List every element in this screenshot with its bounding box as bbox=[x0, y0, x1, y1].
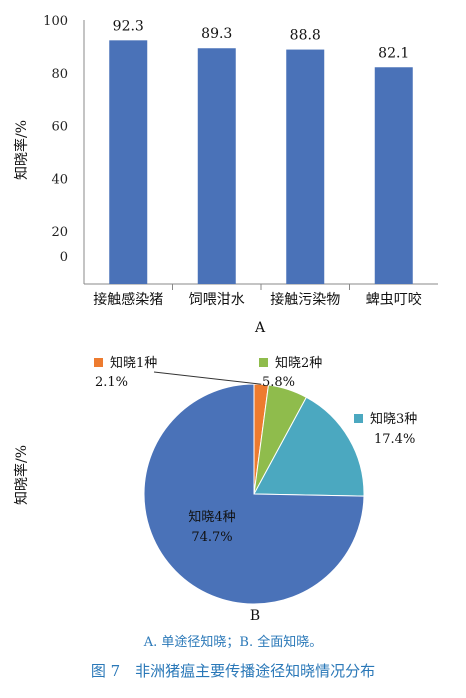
y-tick-label: 40 bbox=[51, 172, 68, 187]
slice-percent-label: 2.1% bbox=[95, 375, 128, 390]
x-category-label: 接触感染猪 bbox=[93, 291, 163, 308]
slice-percent-label: 5.8% bbox=[262, 375, 295, 390]
bar bbox=[286, 49, 325, 285]
bar bbox=[109, 40, 148, 284]
bar-value-label: 92.3 bbox=[113, 18, 144, 34]
panel-label-b: B bbox=[250, 608, 260, 624]
y-tick-label: 60 bbox=[51, 120, 68, 135]
legend-swatch bbox=[94, 358, 103, 367]
x-category-label: 蜱虫叮咬 bbox=[366, 291, 422, 308]
legend-swatch bbox=[259, 358, 268, 367]
panel-label-a: A bbox=[254, 320, 266, 336]
legend-label: 知晓1种 bbox=[110, 355, 157, 371]
figure-note: A. 单途径知晓；B. 全面知晓。 bbox=[143, 635, 323, 650]
legend-label: 知晓4种 bbox=[188, 509, 235, 525]
bar-y-axis-label: 知晓率/% bbox=[13, 120, 30, 180]
y-tick-label: 0 bbox=[60, 250, 68, 265]
slice-percent-label: 74.7% bbox=[191, 530, 232, 545]
bar-value-label: 89.3 bbox=[201, 26, 232, 42]
y-tick-label: 20 bbox=[51, 225, 68, 240]
figure-caption: 图 7 非洲猪瘟主要传播途径知晓情况分布 bbox=[90, 662, 376, 680]
y-tick-label: 80 bbox=[51, 67, 68, 82]
bar bbox=[197, 48, 236, 284]
x-category-label: 接触污染物 bbox=[270, 291, 340, 308]
pie-slice bbox=[253, 396, 365, 497]
bar-value-label: 88.8 bbox=[290, 28, 321, 44]
slice-percent-label: 17.4% bbox=[374, 432, 415, 447]
bar bbox=[374, 67, 413, 284]
leader-line bbox=[153, 371, 262, 385]
bar-chart: 0 20 40 60 80 100 92.3 接触感染猪 89.3 饲喂泔水 88.8 接触污染物 8… bbox=[13, 14, 438, 336]
pie-y-axis-label: 知晓率/% bbox=[13, 445, 30, 505]
legend-label: 知晓2种 bbox=[275, 355, 322, 371]
y-tick-label: 100 bbox=[43, 14, 68, 29]
pie-chart: 知晓率/% 知晓1种 2.1% 知晓2种 5.8% 知晓3种 17.4% 知晓4种 74.7%… bbox=[13, 355, 417, 624]
legend-label: 知晓3种 bbox=[370, 411, 417, 427]
legend-swatch bbox=[354, 414, 363, 423]
pie-slice bbox=[143, 383, 365, 605]
x-category-label: 饲喂泔水 bbox=[189, 292, 245, 308]
bar-value-label: 82.1 bbox=[378, 45, 409, 61]
